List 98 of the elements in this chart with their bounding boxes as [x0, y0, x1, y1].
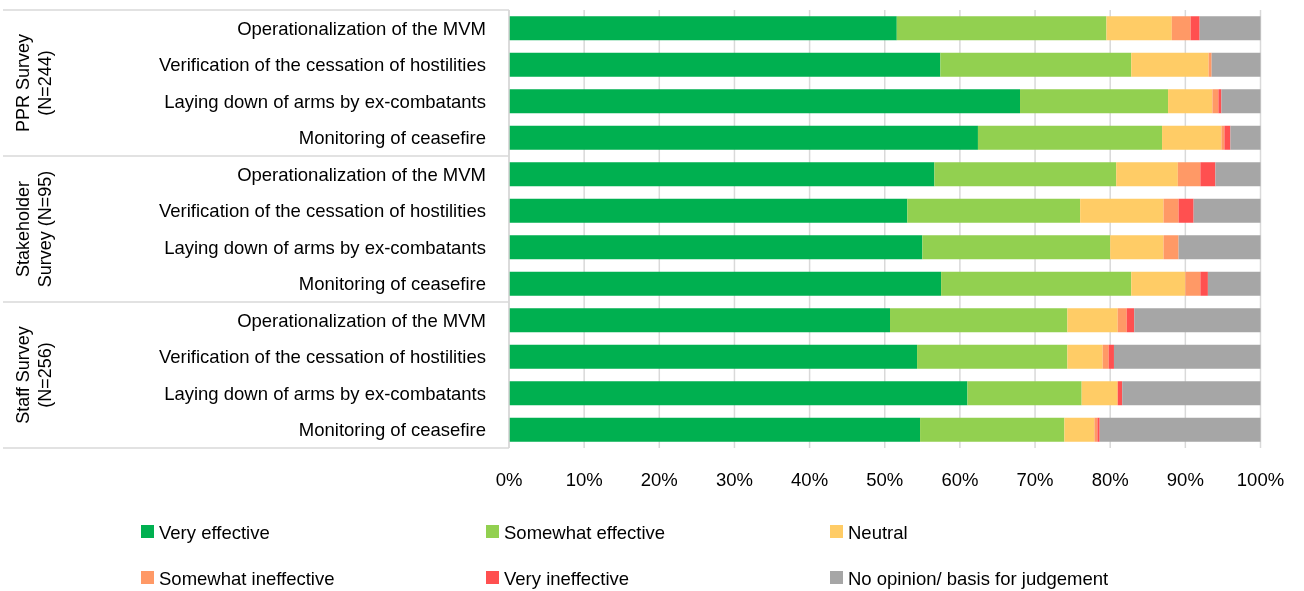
bar — [509, 52, 941, 77]
legend-label: Neutral — [848, 521, 908, 543]
bar — [509, 381, 968, 406]
bar — [509, 344, 918, 369]
bar — [1117, 308, 1127, 333]
y-tick-label: Monitoring of ceasefire — [298, 419, 486, 441]
x-tick-label: 100% — [1236, 469, 1285, 490]
y-tick-label: Monitoring of ceasefire — [298, 273, 486, 295]
y-tick-label: Monitoring of ceasefire — [298, 127, 486, 149]
bar — [1099, 417, 1261, 442]
bar — [1110, 235, 1164, 260]
x-tick-label: 50% — [866, 469, 904, 490]
bar — [1134, 308, 1261, 333]
x-tick-label: 20% — [640, 469, 678, 490]
bar — [1221, 89, 1261, 114]
bar — [1190, 16, 1200, 41]
bar — [920, 417, 1065, 442]
bar — [509, 198, 908, 223]
x-tick-label: 80% — [1091, 469, 1129, 490]
bar — [509, 89, 1021, 114]
bar — [1020, 89, 1169, 114]
bar — [917, 344, 1068, 369]
bar — [509, 16, 897, 41]
bar — [907, 198, 1081, 223]
bar — [1102, 344, 1109, 369]
bar — [1163, 235, 1179, 260]
bar — [1080, 198, 1164, 223]
bar — [1122, 381, 1261, 406]
y-tick-label: Laying down of arms by ex-combatants — [164, 90, 486, 112]
legend-label: No opinion/ basis for judgement — [848, 567, 1109, 589]
legend-label: Very effective — [159, 521, 270, 543]
bar — [1067, 308, 1118, 333]
y-tick-label: Operationalization of the MVM — [237, 163, 486, 185]
x-tick-label: 10% — [565, 469, 603, 490]
bar — [1177, 162, 1201, 187]
y-tick-label: Laying down of arms by ex-combatants — [164, 236, 486, 258]
bar — [509, 162, 935, 187]
text: PPR Survey (N=244) — [13, 33, 55, 133]
bar — [1224, 125, 1231, 150]
x-tick-label: 90% — [1166, 469, 1204, 490]
bar — [890, 308, 1068, 333]
bar — [1064, 417, 1095, 442]
bar — [1171, 16, 1191, 41]
legend-label: Very ineffective — [504, 567, 630, 589]
bar — [1199, 16, 1261, 41]
bar — [509, 417, 921, 442]
bar — [1162, 125, 1222, 150]
bar — [977, 125, 1163, 150]
x-tick-label: 0% — [495, 469, 523, 490]
bar — [1212, 89, 1219, 114]
y-tick-label: Verification of the cessation of hostilities — [158, 54, 486, 76]
bar — [1163, 198, 1179, 223]
text: Staff Survey (N=256) — [13, 326, 55, 424]
bar — [1218, 89, 1222, 114]
bar — [1108, 344, 1114, 369]
bar — [509, 125, 978, 150]
bar — [509, 308, 891, 333]
bar — [1193, 198, 1261, 223]
bar — [1178, 198, 1194, 223]
bar — [967, 381, 1082, 406]
bar — [1131, 52, 1209, 77]
bar — [934, 162, 1117, 187]
bar — [896, 16, 1107, 41]
bar — [1168, 89, 1213, 114]
bar — [1116, 162, 1178, 187]
bar — [1208, 52, 1212, 77]
bar — [1200, 162, 1216, 187]
y-tick-label: Operationalization of the MVM — [237, 309, 486, 331]
x-tick-label: 60% — [941, 469, 979, 490]
bar — [1211, 52, 1261, 77]
bar — [1207, 271, 1261, 296]
bar — [1178, 235, 1261, 260]
bar — [1113, 344, 1261, 369]
y-tick-label: Operationalization of the MVM — [237, 17, 486, 39]
y-tick-label: Verification of the cessation of hostilities — [158, 200, 486, 222]
legend-label: Somewhat effective — [504, 521, 666, 543]
legend-label: Somewhat ineffective — [159, 567, 335, 589]
text: Stakeholder Survey (N=95) — [13, 170, 55, 288]
x-tick-label: 30% — [715, 469, 753, 490]
bar — [1126, 308, 1135, 333]
bar — [1221, 125, 1225, 150]
bar — [1081, 381, 1118, 406]
bar — [1185, 271, 1201, 296]
bar — [1230, 125, 1261, 150]
bar — [1215, 162, 1261, 187]
bar — [1200, 271, 1208, 296]
bar — [509, 235, 923, 260]
bar — [1067, 344, 1103, 369]
bar — [509, 271, 942, 296]
bar — [922, 235, 1111, 260]
x-tick-label: 40% — [791, 469, 829, 490]
y-tick-label: Verification of the cessation of hostilities — [158, 346, 486, 368]
x-tick-label: 70% — [1016, 469, 1054, 490]
bar — [1106, 16, 1172, 41]
bar — [1131, 271, 1186, 296]
bar — [940, 52, 1132, 77]
y-tick-label: Laying down of arms by ex-combatants — [164, 382, 486, 404]
bar — [941, 271, 1132, 296]
